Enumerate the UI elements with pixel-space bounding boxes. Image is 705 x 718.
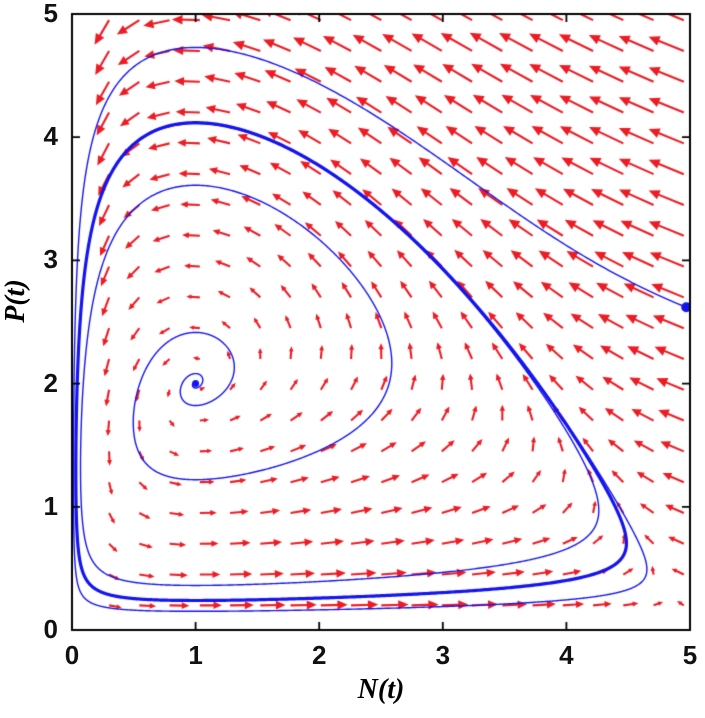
y-tick-label: 0 — [43, 614, 58, 644]
y-tick-label: 3 — [43, 244, 58, 275]
x-axis-label: N(t) — [357, 674, 405, 705]
y-tick-label: 2 — [43, 367, 58, 398]
x-tick-label: 3 — [435, 640, 451, 670]
y-tick-label: 5 — [43, 0, 58, 28]
x-tick-label: 0 — [64, 640, 80, 670]
x-tick-label: 5 — [682, 640, 698, 670]
x-tick-label: 1 — [188, 640, 203, 670]
x-tick-label: 2 — [311, 640, 327, 670]
x-tick-label: 4 — [559, 640, 574, 670]
y-tick-label: 4 — [43, 121, 58, 152]
y-tick-label: 1 — [43, 490, 58, 521]
